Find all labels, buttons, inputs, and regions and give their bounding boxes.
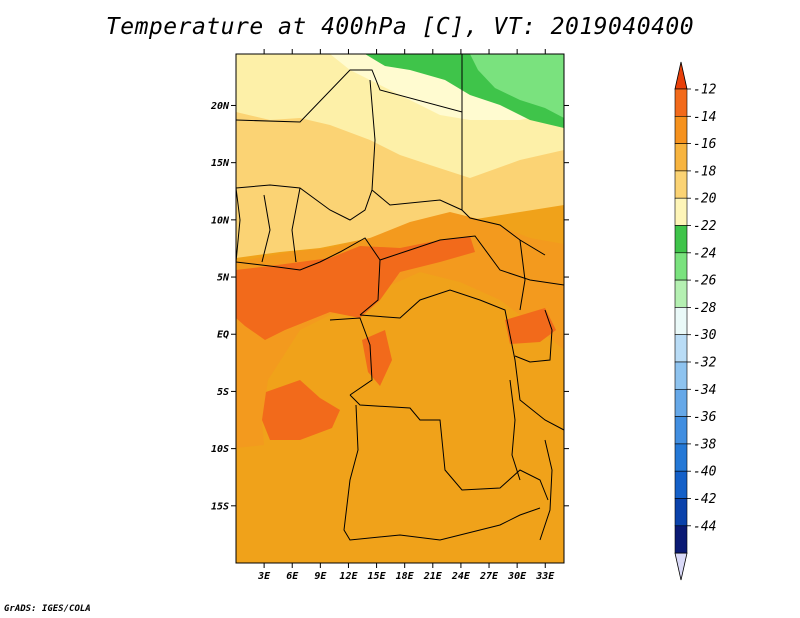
longitude-axis: 3E 6E 9E 12E 15E 18E 21E 24E 27E 30E 33E	[257, 49, 555, 582]
colorbar-segment	[674, 388, 688, 417]
lon-tick-label: 3E	[257, 571, 271, 582]
colorbar-label: -22	[693, 219, 717, 234]
colorbar-top-triangle	[674, 61, 688, 90]
colorbar-segment	[674, 225, 688, 254]
colorbar-segment	[674, 361, 688, 390]
lon-tick-label: 30E	[507, 571, 527, 582]
temperature-field	[236, 54, 564, 563]
lon-tick-label: 33E	[535, 571, 555, 582]
colorbar-label: -28	[693, 301, 717, 316]
lon-tick-label: 24E	[451, 571, 471, 582]
map-frame	[235, 53, 565, 564]
country-borders	[236, 54, 564, 541]
colorbar-segment	[674, 470, 688, 499]
colorbar-label: -38	[693, 437, 717, 452]
colorbar-label: -14	[693, 110, 716, 125]
lon-tick-label: 12E	[339, 571, 358, 582]
colorbar-segment	[674, 334, 688, 363]
colorbar-label: -12	[693, 83, 717, 98]
colorbar-label: -40	[693, 465, 717, 480]
colorbar-segment	[674, 525, 688, 554]
colorbar-segment	[674, 279, 688, 308]
colorbar-label: -18	[693, 164, 717, 179]
band-green-minus-26	[470, 54, 564, 118]
colorbar-segment	[674, 143, 688, 172]
colorbar-label: -30	[693, 328, 717, 343]
colorbar: -12 -14 -16 -18 -20 -22 -24 -26 -28 -30 -32 -34 -36 -…	[674, 61, 717, 581]
lon-tick-label: 27E	[479, 571, 499, 582]
lat-tick-label: 5N	[217, 273, 230, 284]
colorbar-segment	[674, 170, 688, 199]
lon-tick-label: 21E	[423, 571, 443, 582]
colorbar-segment	[674, 498, 688, 527]
colorbar-label: -36	[693, 410, 717, 425]
lat-tick-label: 15N	[211, 158, 230, 169]
footer-credit: GrADS: IGES/COLA	[4, 604, 91, 614]
colorbar-label: -20	[693, 192, 717, 207]
colorbar-segment	[674, 88, 688, 117]
lon-tick-label: 6E	[286, 571, 299, 582]
colorbar-label: -42	[693, 492, 717, 507]
lon-tick-label: 9E	[314, 571, 327, 582]
lon-tick-label: 18E	[396, 571, 415, 582]
colorbar-label: -32	[693, 356, 717, 371]
map-title: Temperature at 400hPa [C], VT: 201904040…	[105, 14, 695, 40]
colorbar-label: -26	[693, 274, 717, 289]
lat-tick-label: 15S	[211, 501, 229, 512]
colorbar-segment	[674, 416, 688, 445]
colorbar-segment	[674, 307, 688, 335]
colorbar-segment	[674, 197, 688, 226]
colorbar-label: -16	[693, 137, 717, 152]
lon-tick-label: 15E	[368, 571, 387, 582]
colorbar-label: -24	[693, 246, 716, 261]
colorbar-label: -34	[693, 383, 716, 398]
latitude-axis: 20N 15N 10N 5N EQ 5S 10S 15S	[210, 101, 569, 512]
band-hot-minus-12	[236, 236, 556, 440]
lat-tick-label: 10N	[211, 215, 230, 226]
lat-tick-label: 10S	[211, 444, 229, 455]
lat-tick-label: 20N	[210, 101, 230, 112]
colorbar-label: -44	[693, 519, 716, 534]
colorbar-segment	[674, 443, 688, 472]
lat-tick-label: EQ	[217, 330, 229, 341]
colorbar-segment	[674, 252, 688, 281]
colorbar-bottom-triangle	[674, 552, 688, 581]
lat-tick-label: 5S	[217, 387, 229, 398]
colorbar-segment	[674, 116, 688, 144]
